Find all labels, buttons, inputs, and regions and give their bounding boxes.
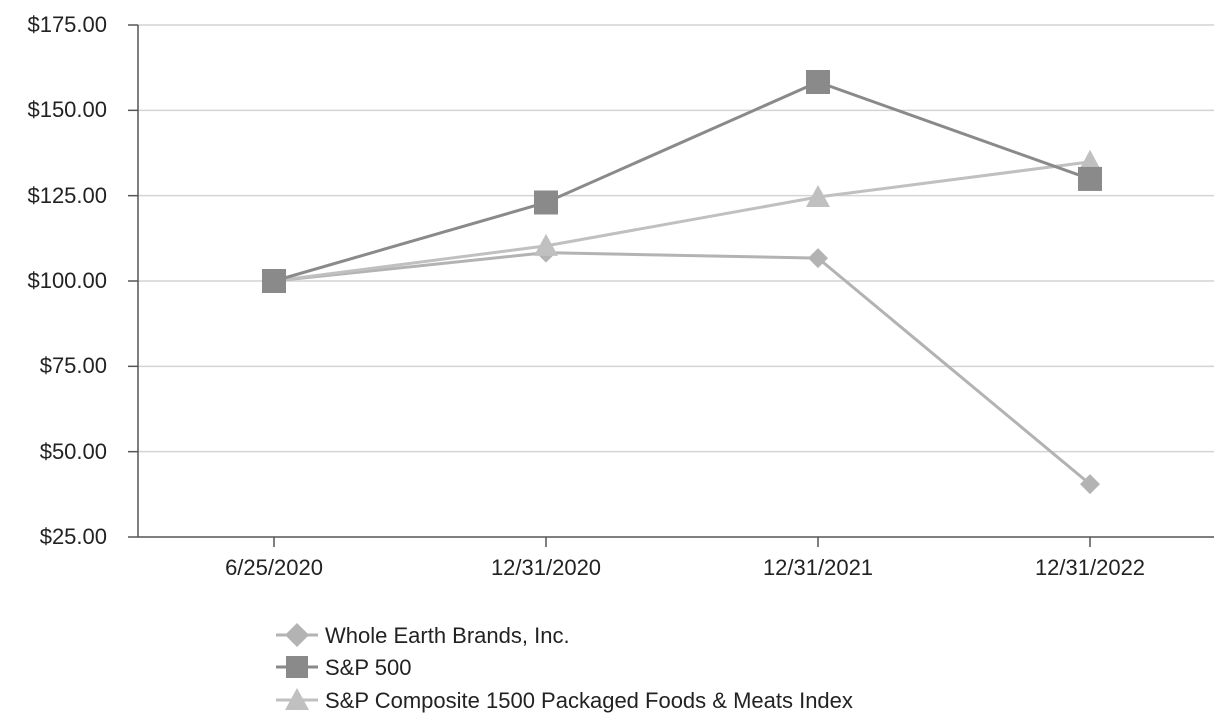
x-axis-ticks: 6/25/2020 12/31/2020 12/31/2021 12/31/20…	[225, 555, 1145, 580]
y-tick-label: $175.00	[27, 12, 107, 37]
legend-item-sp1500-packaged-foods: S&P Composite 1500 Packaged Foods & Meat…	[276, 688, 853, 713]
x-tick-label: 12/31/2022	[1035, 555, 1145, 580]
y-tick-label: $25.00	[40, 524, 107, 549]
legend: Whole Earth Brands, Inc. S&P 500 S&P Com…	[276, 623, 853, 713]
square-marker	[806, 70, 830, 95]
legend-label: S&P 500	[325, 655, 411, 680]
square-marker	[534, 190, 558, 215]
y-tick-label: $100.00	[27, 268, 107, 293]
series-line-sp500	[273, 80, 1091, 283]
square-icon	[286, 656, 308, 678]
diamond-marker	[808, 248, 828, 269]
legend-label: Whole Earth Brands, Inc.	[325, 623, 570, 648]
series-layer	[262, 70, 1102, 495]
triangle-icon	[285, 688, 309, 710]
y-axis-ticks: $175.00 $150.00 $125.00 $100.00 $75.00 $…	[27, 12, 107, 549]
diamond-marker	[1080, 474, 1100, 495]
series-line-whole-earth	[273, 251, 1091, 486]
series-line-sp1500-packaged-foods	[273, 160, 1091, 283]
triangle-marker	[806, 185, 830, 208]
gridlines	[128, 24, 1214, 547]
y-tick-label: $125.00	[27, 183, 107, 208]
legend-item-whole-earth: Whole Earth Brands, Inc.	[276, 623, 570, 648]
square-marker	[1078, 166, 1102, 191]
x-tick-label: 12/31/2020	[491, 555, 601, 580]
y-tick-label: $50.00	[40, 439, 107, 464]
triangle-marker	[1078, 149, 1102, 172]
diamond-icon	[285, 623, 309, 647]
axes: $175.00 $150.00 $125.00 $100.00 $75.00 $…	[27, 12, 1214, 580]
triangle-marker	[534, 233, 558, 256]
x-tick-label: 12/31/2021	[763, 555, 873, 580]
legend-label: S&P Composite 1500 Packaged Foods & Meat…	[325, 688, 853, 713]
square-marker	[262, 269, 286, 293]
y-tick-label: $150.00	[27, 97, 107, 122]
series-sp500	[262, 70, 1102, 293]
y-tick-label: $75.00	[40, 353, 107, 378]
legend-item-sp500: S&P 500	[276, 655, 411, 680]
x-tick-label: 6/25/2020	[225, 555, 323, 580]
